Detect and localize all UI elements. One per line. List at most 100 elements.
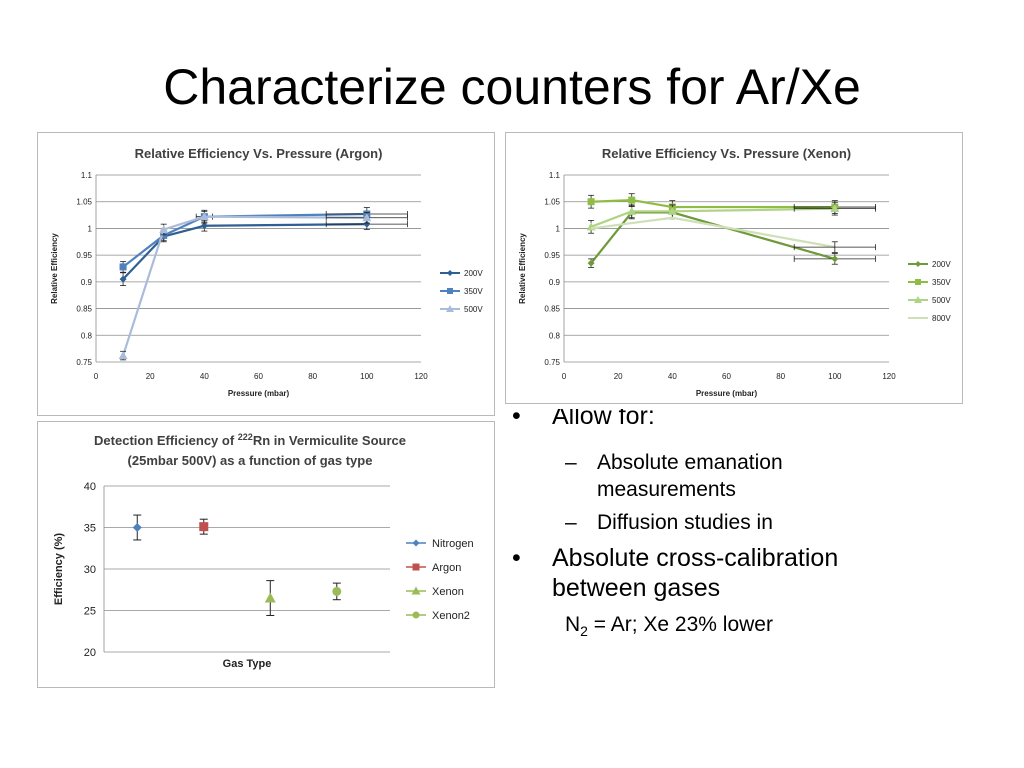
data-point bbox=[199, 212, 209, 221]
bullet-allow-text: Allow for: bbox=[552, 409, 655, 430]
legend-label: 800V bbox=[932, 314, 951, 323]
argon-chart-svg: Relative Efficiency Vs. Pressure (Argon)… bbox=[50, 146, 483, 398]
y-tick-label: 35 bbox=[84, 523, 96, 535]
x-axis-label: Gas Type bbox=[223, 658, 272, 670]
note-rest: = Ar; Xe 23% lower bbox=[587, 613, 773, 636]
series-line bbox=[122, 215, 367, 356]
y-tick-label: 1 bbox=[88, 224, 93, 233]
data-point bbox=[362, 213, 372, 222]
data-point bbox=[160, 231, 168, 239]
data-point bbox=[119, 263, 127, 271]
emanation-line1: Absolute emanation bbox=[597, 451, 783, 474]
y-tick-label: 0.9 bbox=[81, 278, 93, 287]
x-tick-label: 60 bbox=[722, 372, 731, 381]
note-n2-ar-xe: N2 = Ar; Xe 23% lower bbox=[565, 611, 885, 645]
data-point bbox=[332, 586, 342, 596]
data-point bbox=[159, 224, 169, 233]
y-tick-label: 0.95 bbox=[544, 251, 560, 260]
legend-marker bbox=[412, 563, 420, 571]
y-tick-label: 20 bbox=[84, 647, 96, 659]
y-tick-label: 30 bbox=[84, 564, 96, 576]
chart-title: Relative Efficiency Vs. Pressure (Argon) bbox=[135, 146, 383, 161]
y-tick-label: 0.85 bbox=[544, 305, 560, 314]
legend-marker bbox=[447, 288, 453, 294]
x-tick-label: 120 bbox=[414, 372, 428, 381]
series-500V bbox=[118, 209, 408, 361]
note-prefix: N bbox=[565, 613, 581, 636]
x-tick-label: 0 bbox=[562, 372, 567, 381]
bullet-allow: • Allow for: bbox=[512, 409, 892, 441]
data-point bbox=[132, 523, 142, 532]
y-tick-label: 40 bbox=[84, 481, 96, 493]
series-Xenon bbox=[264, 580, 276, 616]
legend-marker bbox=[412, 611, 420, 619]
legend-marker bbox=[447, 270, 453, 276]
data-point bbox=[628, 196, 636, 204]
emanation-line2: measurements bbox=[597, 478, 736, 501]
x-axis-label: Pressure (mbar) bbox=[696, 389, 758, 398]
sub-bullet-emanation: – Absolute emanation measurements bbox=[565, 449, 885, 503]
data-point bbox=[830, 204, 840, 213]
y-tick-label: 1.1 bbox=[549, 171, 561, 180]
legend-marker bbox=[915, 261, 921, 267]
data-point bbox=[118, 351, 128, 360]
cross-calibration-line2: between gases bbox=[552, 574, 721, 602]
xenon-chart-svg: Relative Efficiency Vs. Pressure (Xenon)… bbox=[518, 146, 951, 398]
y-tick-label: 0.85 bbox=[76, 305, 92, 314]
series-800V bbox=[590, 216, 876, 253]
x-tick-label: 20 bbox=[614, 372, 623, 381]
x-tick-label: 80 bbox=[776, 372, 785, 381]
series-line bbox=[590, 211, 836, 264]
argon-chart: Relative Efficiency Vs. Pressure (Argon)… bbox=[37, 132, 495, 416]
chart-title-line1: Detection Efficiency of 222Rn in Vermicu… bbox=[94, 432, 406, 448]
legend-label: 200V bbox=[464, 269, 483, 278]
legend-label: Xenon2 bbox=[432, 610, 470, 622]
series-line bbox=[122, 223, 367, 280]
legend-label: Nitrogen bbox=[432, 538, 474, 550]
y-tick-label: 0.75 bbox=[76, 358, 92, 367]
legend-marker bbox=[914, 296, 922, 303]
dash-symbol: – bbox=[565, 511, 577, 534]
chart-title: Relative Efficiency Vs. Pressure (Xenon) bbox=[602, 146, 851, 161]
x-tick-label: 0 bbox=[94, 372, 99, 381]
y-tick-label: 25 bbox=[84, 606, 96, 618]
series-Nitrogen bbox=[132, 514, 142, 541]
x-tick-label: 120 bbox=[882, 372, 896, 381]
x-tick-label: 100 bbox=[828, 372, 842, 381]
cross-calibration-line1: Absolute cross-calibration bbox=[552, 544, 839, 572]
y-axis-label: Relative Efficiency bbox=[518, 233, 527, 304]
series-line bbox=[591, 199, 835, 209]
data-point bbox=[264, 592, 276, 603]
series-line bbox=[590, 216, 836, 249]
y-tick-label: 0.8 bbox=[549, 331, 561, 340]
legend-label: 350V bbox=[464, 287, 483, 296]
bullet-cross-calibration: • Absolute cross-calibration between gas… bbox=[512, 543, 892, 603]
data-point bbox=[587, 198, 595, 206]
y-tick-label: 1.05 bbox=[544, 198, 560, 207]
legend-label: Argon bbox=[432, 562, 461, 574]
xenon-chart: Relative Efficiency Vs. Pressure (Xenon)… bbox=[505, 132, 963, 404]
detection-chart-svg: Detection Efficiency of 222Rn in Vermicu… bbox=[53, 432, 474, 670]
y-axis-label: Efficiency (%) bbox=[53, 533, 65, 605]
x-tick-label: 40 bbox=[200, 372, 209, 381]
slide-title: Characterize counters for Ar/Xe bbox=[163, 59, 861, 115]
diffusion-text: Diffusion studies in bbox=[597, 511, 773, 534]
chart-title-line2: (25mbar 500V) as a function of gas type bbox=[128, 453, 373, 468]
legend-label: Xenon bbox=[432, 586, 464, 598]
x-tick-label: 80 bbox=[308, 372, 317, 381]
sub-bullet-diffusion: – Diffusion studies in bbox=[565, 509, 885, 536]
data-point bbox=[363, 220, 371, 228]
legend-marker bbox=[411, 586, 421, 595]
detection-chart: Detection Efficiency of 222Rn in Vermicu… bbox=[37, 421, 495, 688]
x-tick-label: 40 bbox=[668, 372, 677, 381]
dash-symbol: – bbox=[565, 451, 577, 474]
bullet-symbol: • bbox=[512, 544, 521, 572]
y-tick-label: 0.9 bbox=[549, 278, 561, 287]
legend-marker bbox=[446, 305, 454, 312]
x-axis-label: Pressure (mbar) bbox=[228, 389, 290, 398]
legend-label: 350V bbox=[932, 278, 951, 287]
note-subscript: 2 bbox=[580, 623, 588, 639]
legend-marker bbox=[412, 539, 420, 547]
x-tick-label: 100 bbox=[360, 372, 374, 381]
legend-label: 200V bbox=[932, 260, 951, 269]
